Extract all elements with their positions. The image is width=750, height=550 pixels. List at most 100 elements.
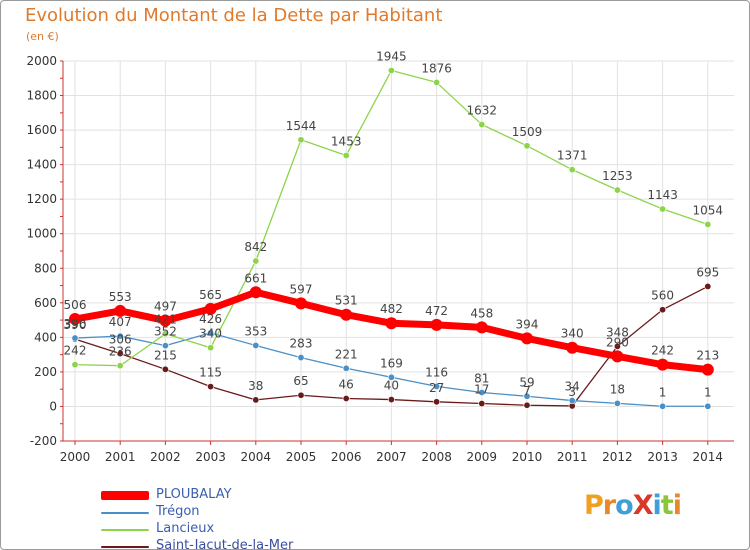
data-label-saint-jacut-de-la-mer: 348 [606,325,629,339]
legend-item-ploubalay: PLOUBALAY [101,487,341,504]
data-point-ploubalay [385,317,398,330]
data-point-saint-jacut-de-la-mer [207,383,215,391]
data-label-lancieux: 421 [154,313,177,327]
data-point-lancieux [252,257,260,265]
data-point-lancieux [161,330,169,338]
data-label-tr-gon: 81 [474,371,489,385]
data-label-saint-jacut-de-la-mer: 27 [429,381,444,395]
legend-swatch [101,546,149,548]
x-tick-label: 2001 [105,450,136,464]
logo-letter: X [632,490,654,521]
data-label-ploubalay: 472 [425,304,448,318]
y-tick-label: 1200 [26,192,57,206]
logo-letter: o [615,490,634,521]
data-label-saint-jacut-de-la-mer: 115 [199,366,222,380]
data-label-saint-jacut-de-la-mer: 40 [384,379,399,393]
legend-swatch [101,491,149,500]
y-tick-label: 1600 [26,123,57,137]
data-label-saint-jacut-de-la-mer: 3 [568,385,576,399]
data-point-saint-jacut-de-la-mer [478,400,486,408]
data-point-ploubalay [69,313,81,326]
data-point-tr-gon [297,354,305,362]
data-label-saint-jacut-de-la-mer: 7 [523,384,531,398]
data-point-ploubalay [521,332,533,345]
y-tick-label: 1000 [26,227,57,241]
data-point-ploubalay [701,363,714,376]
data-point-ploubalay [159,314,172,327]
x-tick-label: 2014 [693,450,724,464]
data-label-tr-gon: 59 [519,375,534,389]
data-point-saint-jacut-de-la-mer [387,396,395,404]
data-label-tr-gon: 1 [659,385,667,399]
data-point-tr-gon [478,388,486,396]
y-tick-label: 1400 [26,158,57,172]
data-label-tr-gon: 1 [704,385,712,399]
logo-letter: i [652,490,662,521]
y-tick-label: 800 [34,261,57,275]
data-point-ploubalay [114,304,127,317]
data-label-saint-jacut-de-la-mer: 560 [651,289,674,303]
data-label-ploubalay: 553 [109,290,132,304]
data-label-tr-gon: 353 [244,324,267,338]
legend-label: PLOUBALAY [156,487,232,502]
data-label-ploubalay: 340 [561,327,584,341]
data-label-saint-jacut-de-la-mer: 390 [64,318,87,332]
data-point-ploubalay [430,318,443,331]
data-label-ploubalay: 394 [516,317,539,331]
data-point-lancieux [613,186,621,194]
data-point-tr-gon [252,341,260,349]
data-point-saint-jacut-de-la-mer [252,396,260,404]
data-label-tr-gon: 221 [335,347,358,361]
logo-letter: t [660,490,674,521]
data-label-tr-gon: 352 [154,325,177,339]
data-point-lancieux [116,362,124,370]
data-label-ploubalay: 213 [696,349,719,363]
y-tick-label: 2000 [26,54,57,68]
data-point-tr-gon [207,329,215,337]
data-label-ploubalay: 661 [244,271,267,285]
data-point-saint-jacut-de-la-mer [116,350,124,358]
data-point-lancieux [342,151,350,159]
data-label-lancieux: 1453 [331,134,362,148]
data-point-saint-jacut-de-la-mer [433,398,441,406]
x-tick-label: 2002 [150,450,181,464]
data-label-saint-jacut-de-la-mer: 695 [696,265,719,279]
data-point-tr-gon [523,392,531,400]
logo-letter: P [584,490,604,521]
data-label-tr-gon: 18 [610,382,625,396]
x-tick-label: 2007 [376,450,407,464]
data-label-tr-gon: 116 [425,365,448,379]
data-label-lancieux: 1544 [286,119,317,133]
data-point-saint-jacut-de-la-mer [297,391,305,399]
data-label-lancieux: 1509 [512,125,543,139]
data-label-lancieux: 1253 [602,169,633,183]
data-label-ploubalay: 458 [470,306,493,320]
data-label-tr-gon: 396 [64,317,87,331]
data-label-saint-jacut-de-la-mer: 215 [154,348,177,362]
y-tick-label: 200 [34,365,57,379]
proxiti-logo: ProXiti [584,490,682,521]
x-tick-label: 2006 [331,450,362,464]
data-label-tr-gon: 34 [565,380,580,394]
data-label-tr-gon: 283 [290,337,313,351]
x-tick-label: 2010 [512,450,543,464]
data-label-ploubalay: 497 [154,300,177,314]
data-point-tr-gon [161,342,169,350]
data-label-ploubalay: 531 [335,294,358,308]
legend-item-tr-gon: Trégon [101,504,341,521]
data-point-ploubalay [475,321,488,334]
data-label-lancieux: 1371 [557,149,588,163]
data-point-saint-jacut-de-la-mer [523,401,531,409]
legend-item-lancieux: Lancieux [101,521,341,538]
data-label-saint-jacut-de-la-mer: 38 [248,379,263,393]
data-label-ploubalay: 565 [199,288,222,302]
data-point-lancieux [659,205,667,213]
data-point-tr-gon [433,382,441,390]
y-tick-label: 400 [34,330,57,344]
legend-swatch [101,512,149,514]
data-point-tr-gon [613,399,621,407]
data-point-ploubalay [249,286,262,299]
data-point-lancieux [568,166,576,174]
